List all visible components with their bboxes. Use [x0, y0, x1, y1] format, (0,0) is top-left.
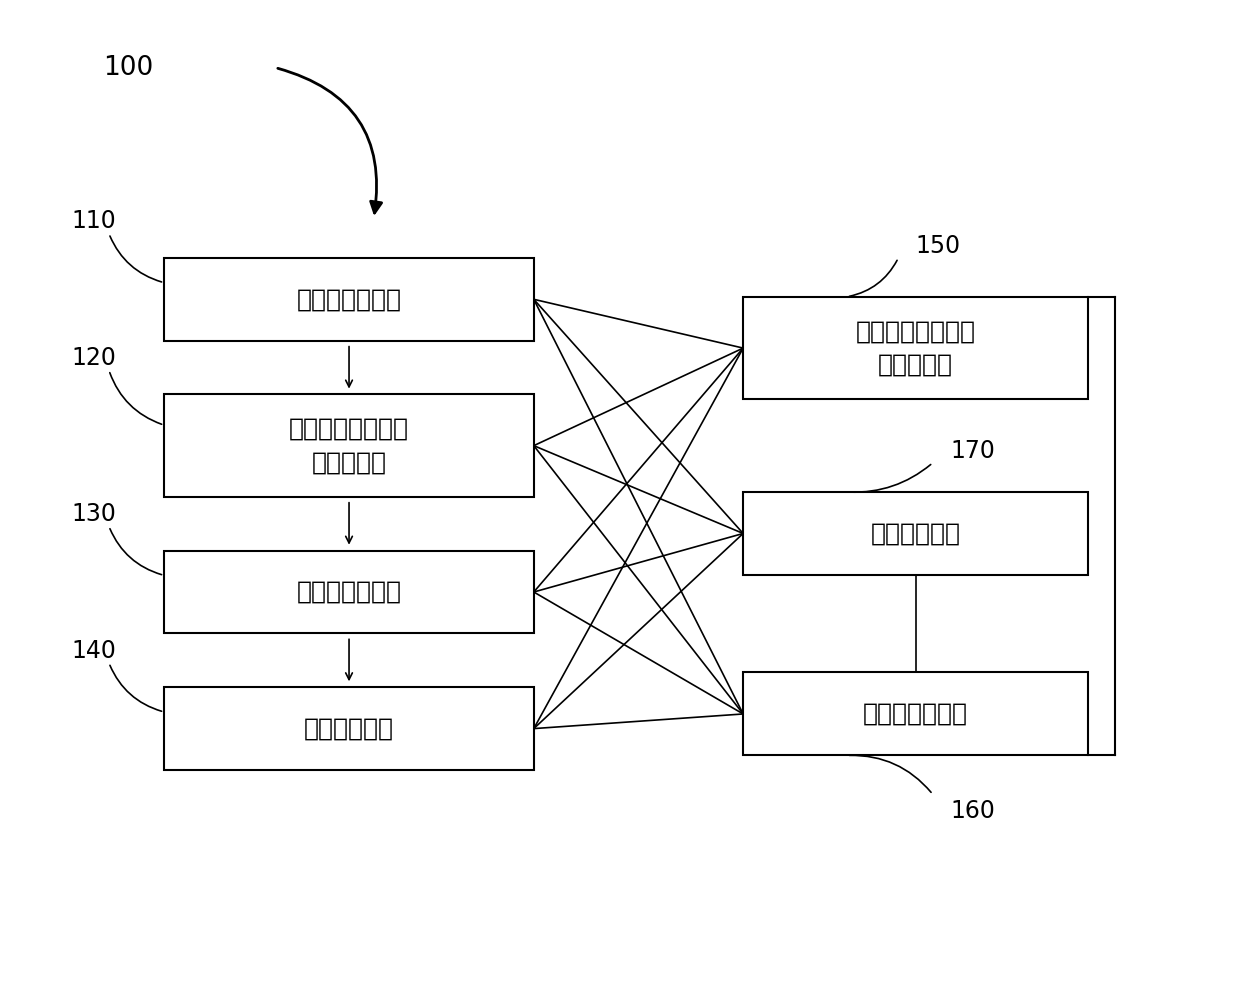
Text: 130: 130	[72, 502, 117, 526]
FancyArrowPatch shape	[849, 756, 931, 792]
Text: 智能管理中心: 智能管理中心	[870, 522, 961, 545]
FancyArrowPatch shape	[110, 373, 161, 424]
Text: 脑卒中急救指挥调
度管理系统: 脑卒中急救指挥调 度管理系统	[289, 417, 409, 474]
Bar	[743, 672, 1087, 756]
Bar	[164, 258, 533, 340]
Text: 卒中大数据中心: 卒中大数据中心	[863, 702, 968, 726]
Text: 脑卒中急救筛查监
管信息系统: 脑卒中急救筛查监 管信息系统	[856, 320, 976, 377]
Text: 100: 100	[103, 54, 153, 81]
Text: 170: 170	[950, 439, 994, 462]
Bar	[164, 550, 533, 634]
Text: 110: 110	[72, 210, 117, 233]
FancyArrowPatch shape	[110, 665, 161, 711]
Text: 150: 150	[915, 234, 961, 258]
Text: 脑卒中急救系统: 脑卒中急救系统	[296, 580, 402, 604]
FancyArrowPatch shape	[849, 261, 897, 296]
Bar	[743, 492, 1087, 575]
Bar	[164, 687, 533, 770]
Text: 脑卒中筛查系统: 脑卒中筛查系统	[296, 287, 402, 311]
Bar	[743, 297, 1087, 400]
FancyArrowPatch shape	[110, 528, 161, 575]
FancyArrowPatch shape	[278, 68, 382, 213]
Text: 140: 140	[72, 639, 117, 663]
FancyArrowPatch shape	[110, 236, 161, 282]
Text: 重症监护系统: 重症监护系统	[304, 716, 394, 741]
FancyArrowPatch shape	[849, 464, 931, 492]
Text: 160: 160	[950, 799, 994, 824]
Bar	[164, 395, 533, 497]
Text: 120: 120	[72, 346, 117, 370]
